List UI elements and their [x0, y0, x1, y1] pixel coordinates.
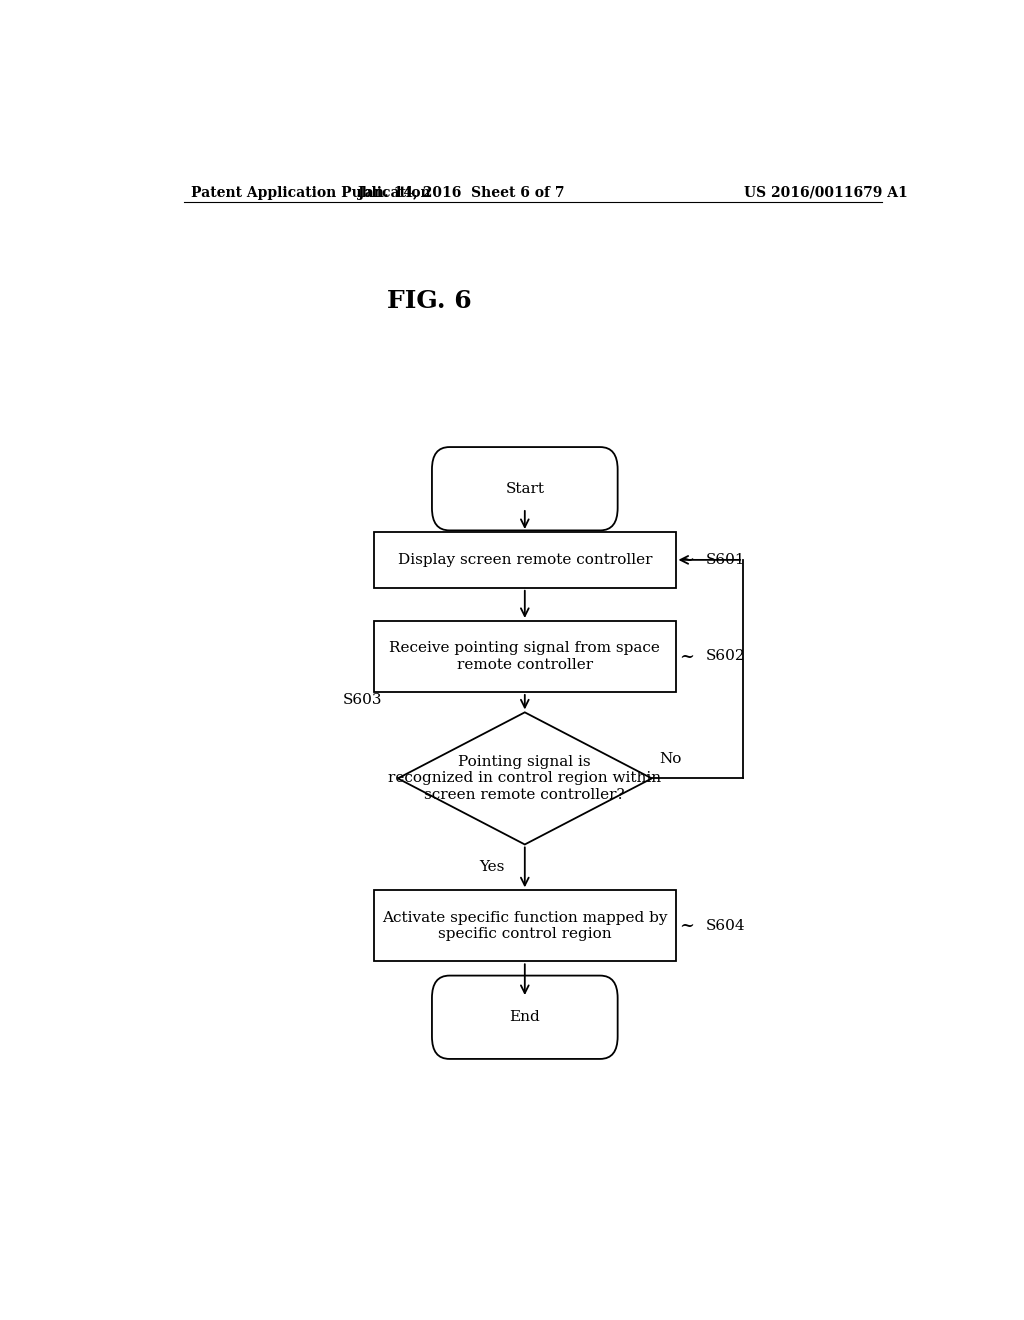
Text: US 2016/0011679 A1: US 2016/0011679 A1: [744, 186, 908, 199]
Text: S603: S603: [342, 693, 382, 708]
Text: Patent Application Publication: Patent Application Publication: [191, 186, 431, 199]
Text: Pointing signal is
recognized in control region within
screen remote controller?: Pointing signal is recognized in control…: [388, 755, 662, 801]
Text: S601: S601: [706, 553, 745, 566]
FancyBboxPatch shape: [432, 447, 617, 531]
Text: ~: ~: [680, 550, 694, 569]
Text: End: End: [509, 1010, 541, 1024]
Text: Display screen remote controller: Display screen remote controller: [397, 553, 652, 566]
Text: S602: S602: [706, 649, 745, 664]
Polygon shape: [397, 713, 652, 845]
FancyBboxPatch shape: [374, 620, 676, 692]
Text: No: No: [659, 752, 682, 766]
FancyBboxPatch shape: [374, 532, 676, 587]
Text: Yes: Yes: [479, 861, 505, 874]
Text: ~: ~: [680, 917, 694, 935]
Text: S604: S604: [706, 919, 745, 933]
Text: ~: ~: [680, 647, 694, 665]
Text: Start: Start: [505, 482, 545, 496]
Text: Activate specific function mapped by
specific control region: Activate specific function mapped by spe…: [382, 911, 668, 941]
Text: FIG. 6: FIG. 6: [387, 289, 472, 313]
Text: Jan. 14, 2016  Sheet 6 of 7: Jan. 14, 2016 Sheet 6 of 7: [358, 186, 564, 199]
Text: Receive pointing signal from space
remote controller: Receive pointing signal from space remot…: [389, 642, 660, 672]
FancyBboxPatch shape: [374, 890, 676, 961]
FancyBboxPatch shape: [432, 975, 617, 1059]
